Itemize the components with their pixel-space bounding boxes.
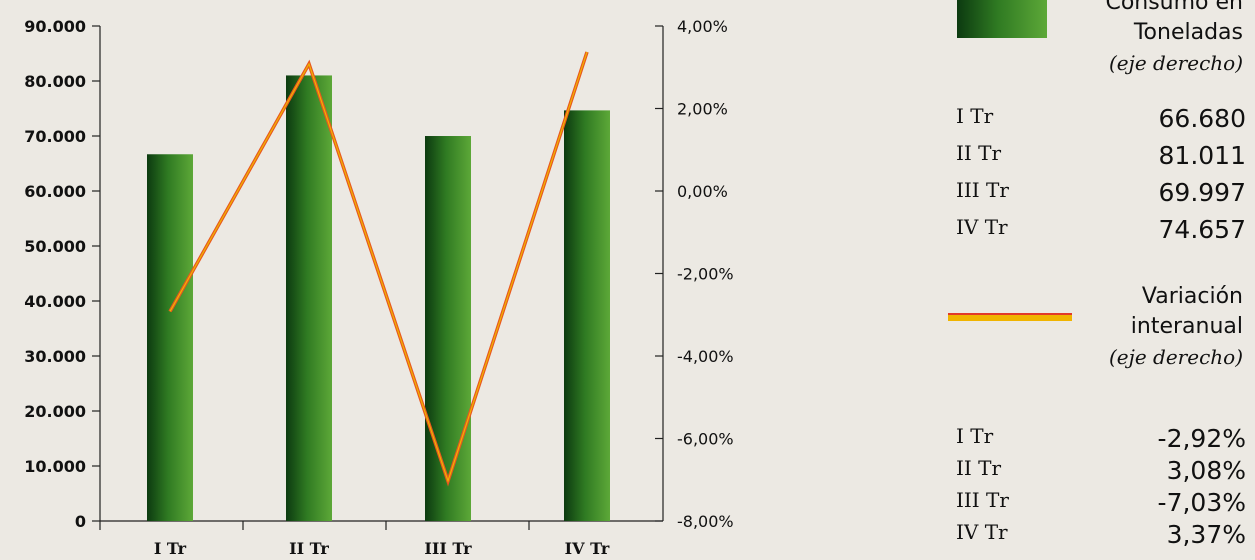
- axes: 0 10.000 20.000 30.000 40.000 50.000 60.000 70.…: [24, 17, 733, 558]
- right-axis-tick-label: 4,00%: [677, 17, 728, 36]
- line-legend-row: III Tr -7,03%: [956, 488, 1246, 520]
- bar-legend-label: III Tr: [956, 178, 1009, 202]
- line-legend-label: I Tr: [956, 424, 994, 448]
- right-axis-tick-label: -6,00%: [677, 430, 734, 449]
- line-legend-value: 3,37%: [1166, 520, 1246, 549]
- right-axis-tick-label: -4,00%: [677, 347, 734, 366]
- line-legend-row: I Tr -2,92%: [956, 424, 1246, 456]
- bar-legend-title-line2: Toneladas: [1133, 20, 1243, 45]
- right-axis-tick-label: 0,00%: [677, 182, 728, 201]
- bar-legend-label: II Tr: [956, 141, 1002, 165]
- bar-legend-value: 66.680: [1158, 104, 1246, 133]
- variation-line-inner: [169, 51, 588, 483]
- bar-legend-row: II Tr 81.011: [956, 141, 1246, 173]
- line-legend-label: II Tr: [956, 456, 1002, 480]
- left-axis-tick-label: 60.000: [24, 182, 86, 201]
- bar-legend-label: IV Tr: [956, 215, 1008, 239]
- line-legend-title-line1: Variación: [1141, 284, 1243, 309]
- line-series: [168, 51, 589, 487]
- bar-legend-title-line1: Consumo en: [1105, 0, 1243, 15]
- x-axis-tick-label: IV Tr: [565, 539, 610, 558]
- bar: [564, 110, 610, 521]
- left-axis-tick-label: 90.000: [24, 17, 86, 36]
- variation-line: [168, 51, 589, 487]
- line-legend-label: III Tr: [956, 488, 1009, 512]
- left-axis-tick-label: 80.000: [24, 72, 86, 91]
- left-axis-tick-label: 20.000: [24, 402, 86, 421]
- x-axis-tick-label: III Tr: [424, 539, 472, 558]
- bar-legend-subtitle: (eje derecho): [1109, 51, 1243, 75]
- x-axis-tick-label: I Tr: [154, 539, 187, 558]
- bar-legend-row: III Tr 69.997: [956, 178, 1246, 210]
- bars: [147, 75, 610, 522]
- left-axis-tick-label: 10.000: [24, 457, 86, 476]
- bar-legend-value: 74.657: [1158, 215, 1246, 244]
- line-legend-subtitle: (eje derecho): [1109, 345, 1243, 369]
- line-legend-row: II Tr 3,08%: [956, 456, 1246, 488]
- legend: Consumo en Toneladas (eje derecho) I Tr …: [940, 0, 1255, 560]
- right-axis-tick-label: 2,00%: [677, 100, 728, 119]
- bar-legend-title: Consumo en Toneladas (eje derecho): [1105, 0, 1243, 78]
- right-axis-tick-label: -8,00%: [677, 512, 734, 531]
- left-axis-tick-label: 70.000: [24, 127, 86, 146]
- bar-legend-swatch: [957, 0, 1047, 38]
- line-legend-swatch: [948, 313, 1072, 321]
- line-legend-label: IV Tr: [956, 520, 1008, 544]
- line-legend-title: Variación interanual (eje derecho): [1109, 282, 1243, 372]
- bar-legend-value: 81.011: [1158, 141, 1246, 170]
- left-axis-tick-label: 50.000: [24, 237, 86, 256]
- line-legend-row: IV Tr 3,37%: [956, 520, 1246, 552]
- x-axis-tick-label: II Tr: [289, 539, 329, 558]
- right-axis-tick-label: -2,00%: [677, 265, 734, 284]
- bar-legend-row: I Tr 66.680: [956, 104, 1246, 136]
- bar: [286, 75, 332, 521]
- bar: [147, 154, 193, 521]
- line-legend-value: -2,92%: [1157, 424, 1246, 453]
- bar-legend-label: I Tr: [956, 104, 994, 128]
- left-axis-tick-label: 0: [75, 512, 86, 531]
- combo-chart: 0 10.000 20.000 30.000 40.000 50.000 60.000 70.…: [24, 17, 733, 558]
- left-axis-tick-label: 40.000: [24, 292, 86, 311]
- bar-legend-row: IV Tr 74.657: [956, 215, 1246, 247]
- line-legend-title-line2: interanual: [1130, 314, 1243, 339]
- bar: [425, 136, 471, 522]
- line-legend-value: 3,08%: [1166, 456, 1246, 485]
- line-legend-value: -7,03%: [1157, 488, 1246, 517]
- left-axis-tick-label: 30.000: [24, 347, 86, 366]
- bar-legend-value: 69.997: [1158, 178, 1246, 207]
